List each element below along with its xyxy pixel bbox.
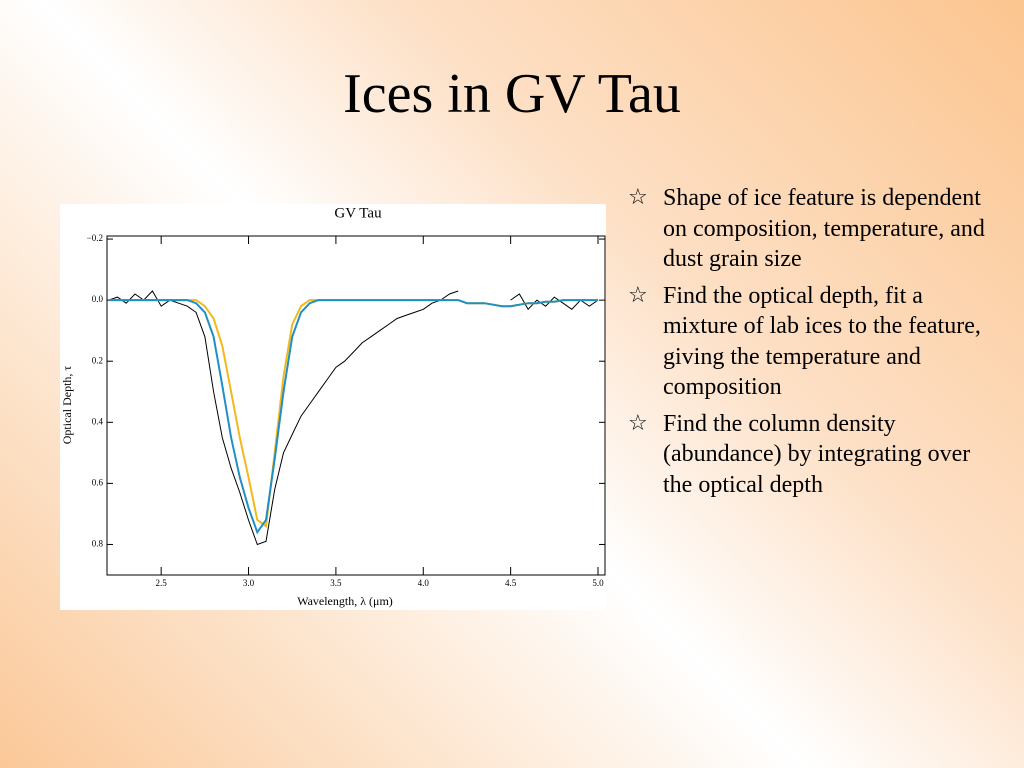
bullet-icon: ☆ bbox=[628, 410, 648, 436]
bullet-text: Find the optical depth, fit a mixture of… bbox=[663, 282, 981, 401]
x-tick-label: 4.0 bbox=[418, 578, 430, 588]
x-axis-label: Wavelength, λ (μm) bbox=[297, 594, 393, 608]
y-tick-label: 0.4 bbox=[92, 416, 104, 426]
bullet-list: ☆ Shape of ice feature is dependent on co… bbox=[628, 183, 998, 506]
y-tick-label: 0.0 bbox=[92, 294, 104, 304]
bullet-icon: ☆ bbox=[628, 282, 648, 308]
y-tick-label: 0.6 bbox=[92, 477, 104, 487]
x-tick-label: 3.0 bbox=[243, 578, 255, 588]
y-tick-label: −0.2 bbox=[87, 233, 103, 243]
y-tick-label: 0.8 bbox=[92, 539, 104, 549]
bullet: ☆ Find the column density (abundance) by … bbox=[628, 409, 998, 501]
x-tick-label: 4.5 bbox=[505, 578, 517, 588]
bullet-icon: ☆ bbox=[628, 185, 648, 210]
bullet-text: Shape of ice feature is dependent on com… bbox=[663, 185, 985, 272]
slide-title: Ices in GV Tau bbox=[343, 63, 681, 125]
x-tick-label: 2.5 bbox=[156, 578, 168, 588]
chart-title: GV Tau bbox=[334, 205, 382, 221]
plot-frame bbox=[106, 235, 606, 576]
x-tick-label: 3.5 bbox=[330, 578, 342, 588]
bullet-text: Find the column density (abundance) by i… bbox=[663, 410, 971, 498]
bullet: ☆ Find the optical depth, fit a mixture o… bbox=[628, 281, 998, 403]
y-axis-label: Optical Depth, τ bbox=[60, 366, 74, 445]
bullet: ☆ Shape of ice feature is dependent on co… bbox=[628, 183, 998, 275]
chart-background bbox=[60, 204, 606, 610]
data-line bbox=[108, 299, 598, 535]
y-tick-label: 0.2 bbox=[92, 355, 103, 365]
x-tick-label: 5.0 bbox=[592, 578, 604, 588]
